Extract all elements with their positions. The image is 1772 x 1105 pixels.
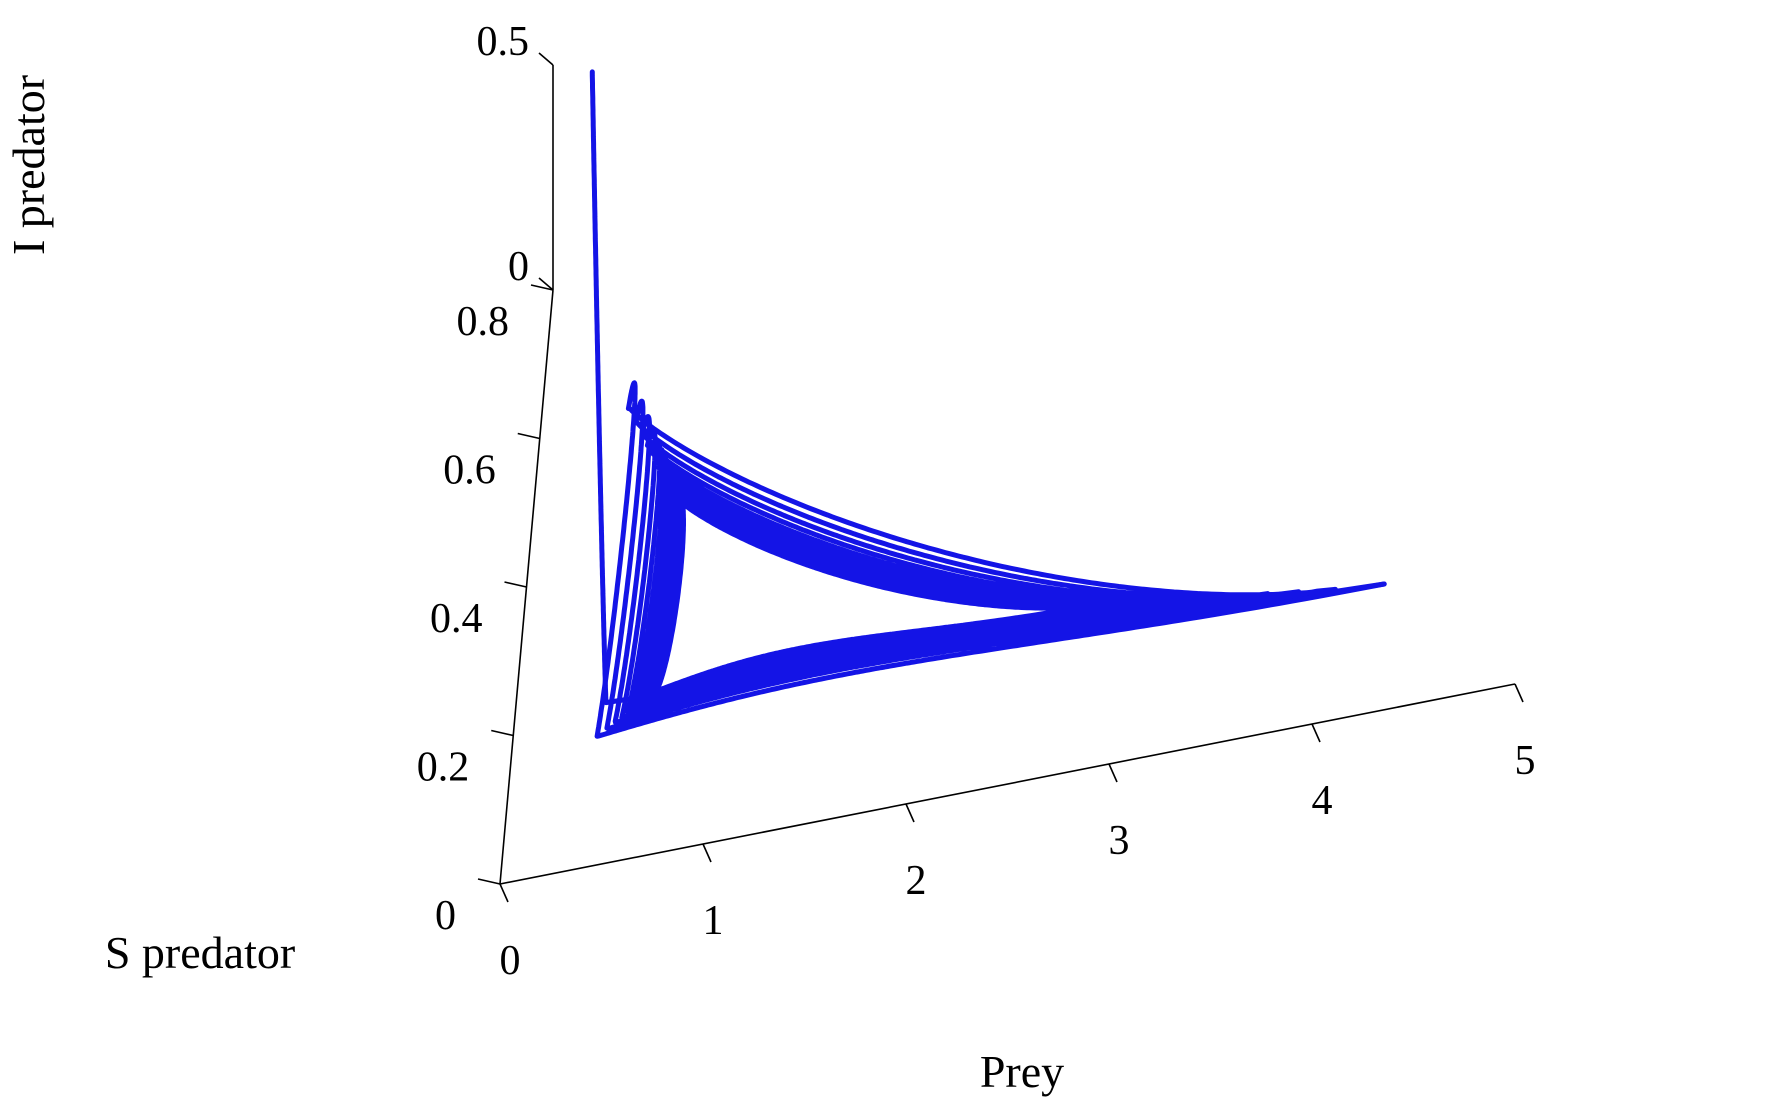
x-tick-3-label: 3 bbox=[1109, 818, 1130, 864]
z-tick-0-label: 0 bbox=[508, 244, 529, 290]
z-tick-0.5-label: 0.5 bbox=[477, 19, 530, 65]
trajectory-transient-line bbox=[589, 69, 1387, 706]
x-tick-4-mark bbox=[1311, 723, 1321, 743]
y-tick-0.2-label: 0.2 bbox=[417, 745, 470, 791]
y-tick-0-mark bbox=[477, 878, 501, 885]
ticks-group: 0 1 2 3 4 5 0 0.2 0.4 0.6 0.8 0 0.5 bbox=[417, 19, 1536, 984]
trajectory-group bbox=[589, 69, 1387, 739]
x-tick-4-label: 4 bbox=[1312, 778, 1333, 824]
x-axis-label: Prey bbox=[980, 1046, 1064, 1097]
y-tick-0.8-label: 0.8 bbox=[457, 299, 510, 345]
x-tick-1-label: 1 bbox=[703, 898, 724, 944]
y-tick-0.6-label: 0.6 bbox=[443, 448, 496, 494]
y-tick-0.4-mark bbox=[504, 581, 527, 588]
y-tick-0.6-mark bbox=[517, 432, 540, 440]
y-tick-0.8-mark bbox=[530, 284, 554, 291]
y-tick-0.4-label: 0.4 bbox=[430, 596, 483, 642]
x-tick-2-mark bbox=[905, 803, 915, 823]
x-tick-3-mark bbox=[1108, 763, 1118, 783]
x-tick-1-mark bbox=[702, 843, 712, 863]
y-axis-label: S predator bbox=[105, 927, 295, 978]
trajectory-spiral-line bbox=[594, 380, 1387, 739]
x-tick-2-label: 2 bbox=[906, 858, 927, 904]
x-tick-5-mark bbox=[1514, 683, 1524, 703]
z-tick-0-mark bbox=[538, 277, 554, 291]
x-axis-line bbox=[499, 683, 1516, 885]
x-tick-5-label: 5 bbox=[1515, 738, 1536, 784]
y-tick-0.2-mark bbox=[491, 729, 514, 737]
z-axis-label: I predator bbox=[3, 75, 54, 255]
x-tick-0-mark bbox=[499, 883, 509, 903]
x-tick-0-label: 0 bbox=[500, 938, 521, 984]
z-tick-0.5-mark bbox=[538, 52, 554, 66]
y-tick-0-label: 0 bbox=[435, 893, 456, 939]
axis-labels-group: Prey S predator I predator bbox=[3, 75, 1064, 1097]
